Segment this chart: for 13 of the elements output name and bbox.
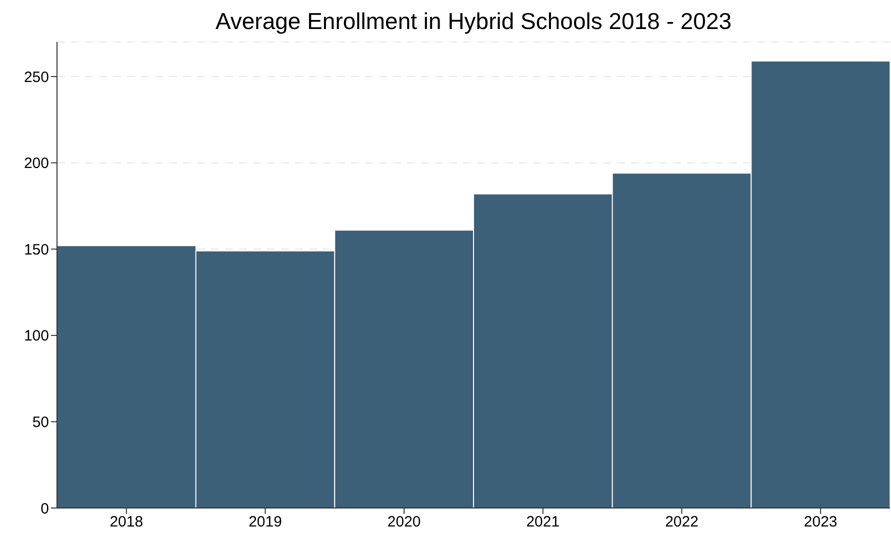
y-tick-label: 100 [24, 328, 49, 345]
y-tick-label: 250 [24, 68, 49, 86]
x-tick-label: 2023 [804, 514, 838, 531]
x-tick-label: 2022 [665, 514, 698, 531]
x-tick-label: 2021 [526, 514, 560, 531]
x-tick-label: 2020 [387, 514, 421, 531]
x-tick-label: 2018 [110, 514, 144, 531]
y-tick-label: 200 [24, 155, 49, 172]
x-tick-label: 2019 [248, 514, 282, 531]
y-tick-label: 50 [32, 414, 49, 432]
y-tick-label: 150 [24, 241, 49, 258]
chart-title: Average Enrollment in Hybrid Schools 2018 - 2023 [214, 8, 733, 35]
y-tick-label: 0 [40, 500, 49, 518]
